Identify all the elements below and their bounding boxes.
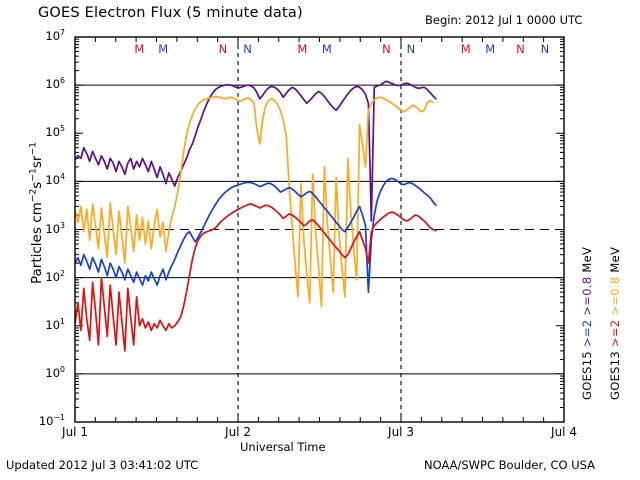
event-marker-n: N <box>382 42 391 56</box>
legend-unit-label: MeV <box>608 246 622 273</box>
event-marker-n: N <box>540 42 550 56</box>
event-marker-m: M <box>485 42 496 56</box>
x-tick-label: Jul 4 <box>551 425 577 439</box>
updated-timestamp: Updated 2012 Jul 3 03:41:02 UTC <box>6 458 199 472</box>
event-marker-n: N <box>406 42 416 56</box>
event-marker-n: N <box>243 42 252 56</box>
y-tick-label: 104 <box>45 172 65 188</box>
data-series-line <box>75 80 437 222</box>
y-tick-label: 107 <box>45 28 65 43</box>
y-tick-label: 101 <box>45 316 65 332</box>
data-series-line <box>75 203 437 352</box>
event-marker-m: M <box>158 42 169 56</box>
data-series-line <box>75 95 434 308</box>
y-tick-label: 106 <box>45 76 65 92</box>
data-series-line <box>75 177 437 293</box>
event-marker-n: N <box>218 42 228 56</box>
y-tick-label: 10−1 <box>38 413 65 428</box>
legend-satellite-label: GOES13 <box>608 347 622 400</box>
x-tick-label: Jul 3 <box>388 425 414 439</box>
legend-entry: >=0.8 <box>608 272 622 316</box>
event-marker-m: M <box>134 42 145 56</box>
legend-column-goes15: GOES15 >=2 >=0.8 MeV <box>580 247 594 400</box>
y-tick-label: 103 <box>45 220 65 236</box>
x-axis-label: Universal Time <box>240 440 326 454</box>
page-title: GOES Electron Flux (5 minute data) <box>38 5 303 21</box>
event-marker-m: M <box>297 42 308 56</box>
plot-frame <box>74 36 565 423</box>
y-tick-label: 105 <box>45 124 65 140</box>
x-tick-label: Jul 2 <box>225 425 251 439</box>
source-credit: NOAA/SWPC Boulder, CO USA <box>424 458 596 472</box>
x-tick-label: Jul 1 <box>62 425 88 439</box>
y-tick-label: 100 <box>45 365 65 380</box>
event-marker-m: M <box>460 42 471 56</box>
legend-entry: >=0.8 <box>580 272 594 316</box>
legend-column-goes13: GOES13 >=2 >=0.8 MeV <box>608 247 622 400</box>
y-tick-label: 102 <box>45 268 65 284</box>
legend-entry: >=2 <box>580 315 594 348</box>
event-marker-m: M <box>321 42 332 56</box>
event-marker-n: N <box>516 42 525 56</box>
legend-unit-label: MeV <box>580 246 594 273</box>
begin-time-label: Begin: 2012 Jul 1 0000 UTC <box>425 13 583 27</box>
legend-satellite-label: GOES15 <box>580 347 594 400</box>
legend-entry: >=2 <box>608 315 622 348</box>
